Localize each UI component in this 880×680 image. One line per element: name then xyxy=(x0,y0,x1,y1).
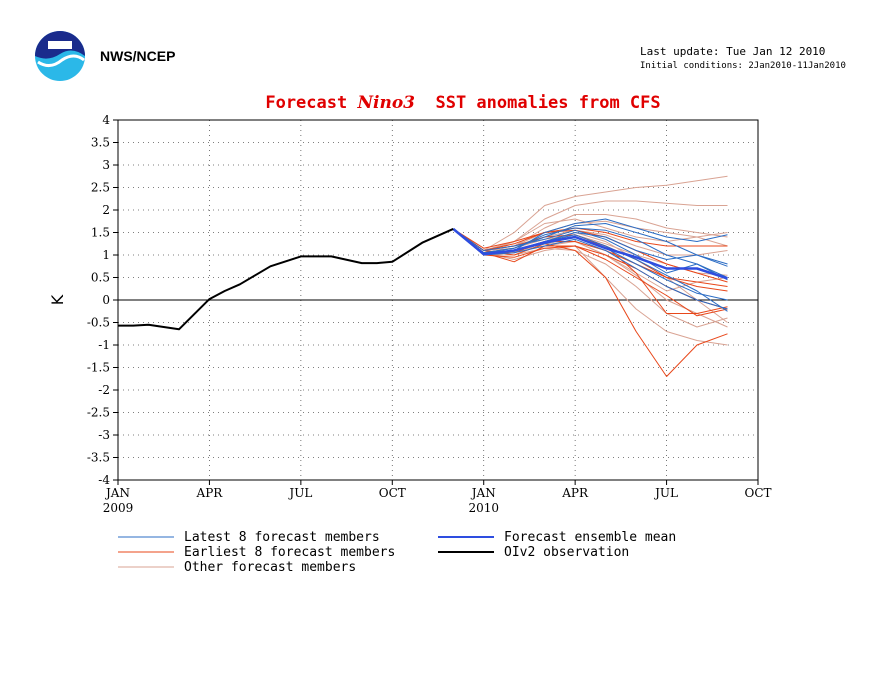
y-axis-label: K xyxy=(48,294,67,305)
x-tick-label: JUL xyxy=(287,486,312,500)
ensemble-mean-line xyxy=(452,227,728,280)
legend-mean-label: Forecast ensemble mean xyxy=(504,530,676,545)
y-tick-label: -3 xyxy=(98,428,110,442)
legend-obs-label: OIv2 observation xyxy=(504,545,629,560)
y-tick-label: 0.5 xyxy=(91,271,110,285)
noaa-logo xyxy=(35,31,85,81)
legend-latest-label: Latest 8 forecast members xyxy=(184,530,380,545)
y-tick-label: -3.5 xyxy=(87,451,110,465)
x-tick-label: OCT xyxy=(744,486,771,500)
legend: Latest 8 forecast members Earliest 8 for… xyxy=(118,530,676,575)
x-tick-year-label: 2010 xyxy=(468,501,499,515)
other-member-line xyxy=(452,175,728,251)
legend-earliest-label: Earliest 8 forecast members xyxy=(184,545,395,560)
y-tick-label: -2.5 xyxy=(87,406,110,420)
y-tick-label: 3.5 xyxy=(91,136,110,150)
chart-title-part1: Forecast xyxy=(265,93,357,113)
chart-title-nino3: Nino3 xyxy=(356,93,415,113)
y-tick-label: 1 xyxy=(102,248,110,262)
initial-conditions-text: Initial conditions: 2Jan2010-11Jan2010 xyxy=(640,61,846,71)
y-tick-label: -2 xyxy=(98,383,110,397)
observation-series xyxy=(118,227,454,331)
observation-line xyxy=(118,227,454,331)
y-tick-label: 3 xyxy=(102,158,110,172)
x-tick-label: APR xyxy=(196,486,224,500)
y-tick-label: 0 xyxy=(102,293,110,307)
last-update-text: Last update: Tue Jan 12 2010 xyxy=(640,45,825,58)
grid-lines xyxy=(113,119,759,485)
latest-member-line xyxy=(452,223,728,265)
other-member-line xyxy=(452,228,728,256)
x-tick-label: JAN xyxy=(470,486,496,500)
other-member-line xyxy=(452,228,728,328)
x-tick-label: APR xyxy=(561,486,589,500)
x-tick-label: JAN xyxy=(104,486,130,500)
y-tick-label: -4 xyxy=(98,473,110,487)
legend-other-label: Other forecast members xyxy=(184,560,356,575)
y-tick-label: 2 xyxy=(102,203,110,217)
ensemble-mean-series xyxy=(452,227,728,280)
y-tick-label: -0.5 xyxy=(87,316,110,330)
earliest-member-line xyxy=(452,227,728,251)
chart-title-part3: SST anomalies from CFS xyxy=(415,93,661,113)
y-tick-labels: 4 3.5 3 2.5 2 1.5 1 0.5 0 -0.5 -1 -1.5 -2 -2.5 -3 -3.5 -… xyxy=(87,113,111,487)
plot-frame xyxy=(117,119,759,481)
y-tick-label: 1.5 xyxy=(91,226,110,240)
x-tick-year-label: 2009 xyxy=(103,501,134,515)
latest-member-line xyxy=(452,228,728,310)
y-tick-label: -1.5 xyxy=(87,361,110,375)
chart-title: Forecast Nino3 SST anomalies from CFS xyxy=(265,93,660,113)
x-tick-label: OCT xyxy=(379,486,406,500)
earliest-member-line xyxy=(452,228,728,317)
y-tick-label: 4 xyxy=(102,113,110,127)
org-label: NWS/NCEP xyxy=(100,48,175,64)
x-tick-label: JUL xyxy=(653,486,678,500)
y-tick-label: -1 xyxy=(98,338,110,352)
y-tick-label: 2.5 xyxy=(91,181,110,195)
